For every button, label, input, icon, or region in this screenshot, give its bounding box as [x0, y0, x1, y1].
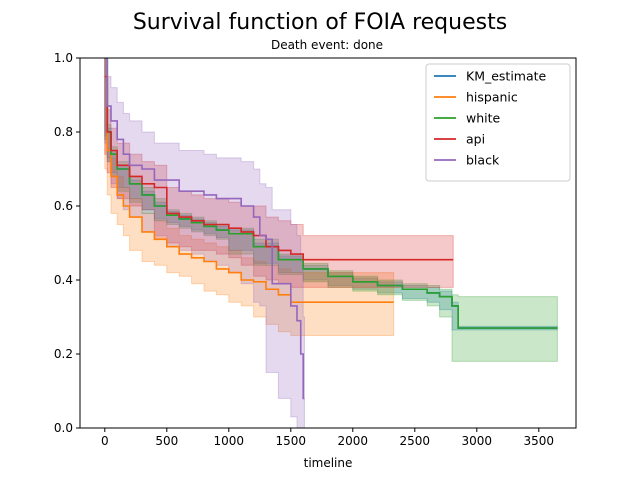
- x-tick-label: 0: [101, 434, 109, 448]
- y-tick-label: 1.0: [54, 51, 73, 65]
- confidence-band-api: [104, 58, 454, 288]
- plot-frame: [79, 57, 577, 429]
- x-tick-label: 2500: [400, 434, 431, 448]
- legend-label-km-estimate: KM_estimate: [466, 69, 547, 84]
- y-axis: 0.0 0.2 0.4 0.6 0.8 1.0: [54, 51, 80, 435]
- legend-label-api: api: [466, 132, 485, 147]
- legend: KM_estimate hispanic white api black: [425, 63, 571, 182]
- series-lines: [104, 58, 558, 400]
- legend-label-black: black: [466, 153, 500, 168]
- series-line-black: [104, 58, 305, 400]
- x-tick-label: 3000: [462, 434, 493, 448]
- x-tick-label: 2000: [338, 434, 369, 448]
- legend-box: [425, 63, 571, 182]
- chart-title: Survival function of FOIA requests: [133, 10, 507, 35]
- y-tick-label: 0.4: [54, 273, 73, 287]
- series-line-white: [104, 58, 558, 329]
- y-tick-label: 0.2: [54, 347, 73, 361]
- x-tick-label: 1000: [214, 434, 245, 448]
- chart-subtitle: Death event: done: [271, 38, 383, 52]
- series-line-hispanic: [104, 75, 394, 303]
- series-line-api: [104, 75, 454, 261]
- y-tick-label: 0.6: [54, 199, 73, 213]
- x-tick-label: 3500: [524, 434, 555, 448]
- legend-label-hispanic: hispanic: [466, 90, 518, 105]
- x-tick-label: 500: [155, 434, 178, 448]
- confidence-band-hispanic: [104, 58, 395, 336]
- x-tick-label: 1500: [276, 434, 307, 448]
- x-axis: 0 500 1000 1500 2000 2500 3000 3500: [101, 428, 554, 448]
- legend-label-white: white: [466, 111, 501, 126]
- x-axis-label: timeline: [304, 456, 353, 470]
- y-tick-label: 0.0: [54, 421, 73, 435]
- y-tick-label: 0.8: [54, 125, 73, 139]
